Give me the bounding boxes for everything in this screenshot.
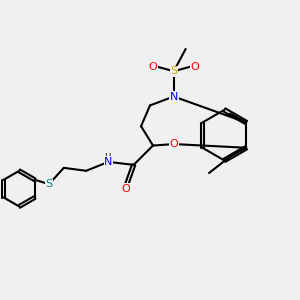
Text: O: O [122,184,130,194]
Text: N: N [104,157,112,167]
Text: S: S [45,179,52,189]
Text: S: S [170,66,177,76]
Text: O: O [148,62,157,72]
Text: O: O [169,139,178,149]
Text: O: O [190,62,199,72]
Text: N: N [169,92,178,101]
Text: H: H [104,153,110,162]
